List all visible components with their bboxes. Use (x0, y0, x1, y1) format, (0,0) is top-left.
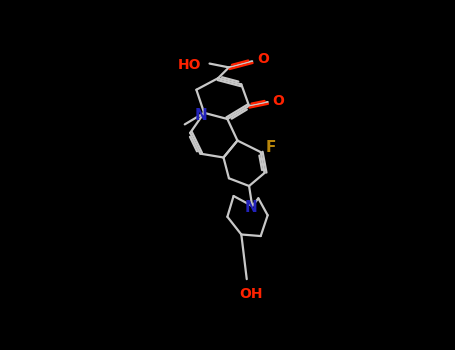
Text: O: O (257, 52, 269, 66)
Text: N: N (195, 108, 207, 124)
Text: O: O (273, 93, 284, 107)
Text: HO: HO (177, 58, 201, 72)
Text: OH: OH (239, 287, 263, 301)
Text: F: F (265, 140, 276, 155)
Text: N: N (244, 200, 257, 215)
